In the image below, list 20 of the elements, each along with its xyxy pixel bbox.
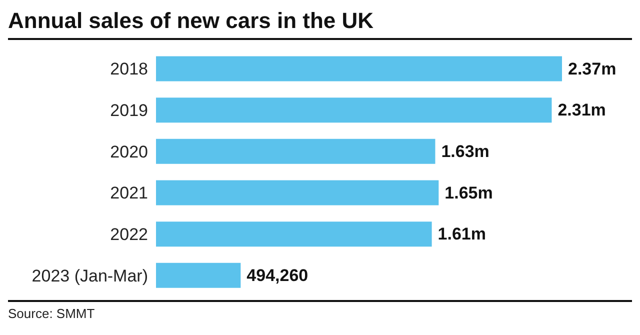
- bar: [156, 262, 241, 288]
- bar: [156, 180, 439, 206]
- source-note: Source: SMMT: [8, 305, 96, 321]
- data-label: 1.63m: [441, 142, 490, 161]
- data-label: 1.61m: [438, 224, 486, 244]
- bar: [156, 222, 432, 247]
- bar: [156, 138, 436, 164]
- y-tick-label: 2018: [110, 60, 148, 79]
- y-tick-label: 2019: [110, 101, 148, 120]
- bar: [156, 56, 562, 82]
- chart-title: Annual sales of new cars in the UK: [8, 8, 375, 35]
- y-tick-label: 2022: [110, 225, 148, 244]
- data-label: 2.37m: [568, 59, 616, 78]
- data-label: 2.31m: [558, 100, 606, 120]
- y-tick-label: 2021: [110, 184, 148, 203]
- data-label: 1.65m: [444, 183, 493, 202]
- y-tick-label: 2020: [110, 142, 148, 162]
- data-label: 494,260: [246, 266, 308, 285]
- bar: [156, 98, 552, 123]
- y-tick-label: 2023 (Jan-Mar): [32, 266, 148, 286]
